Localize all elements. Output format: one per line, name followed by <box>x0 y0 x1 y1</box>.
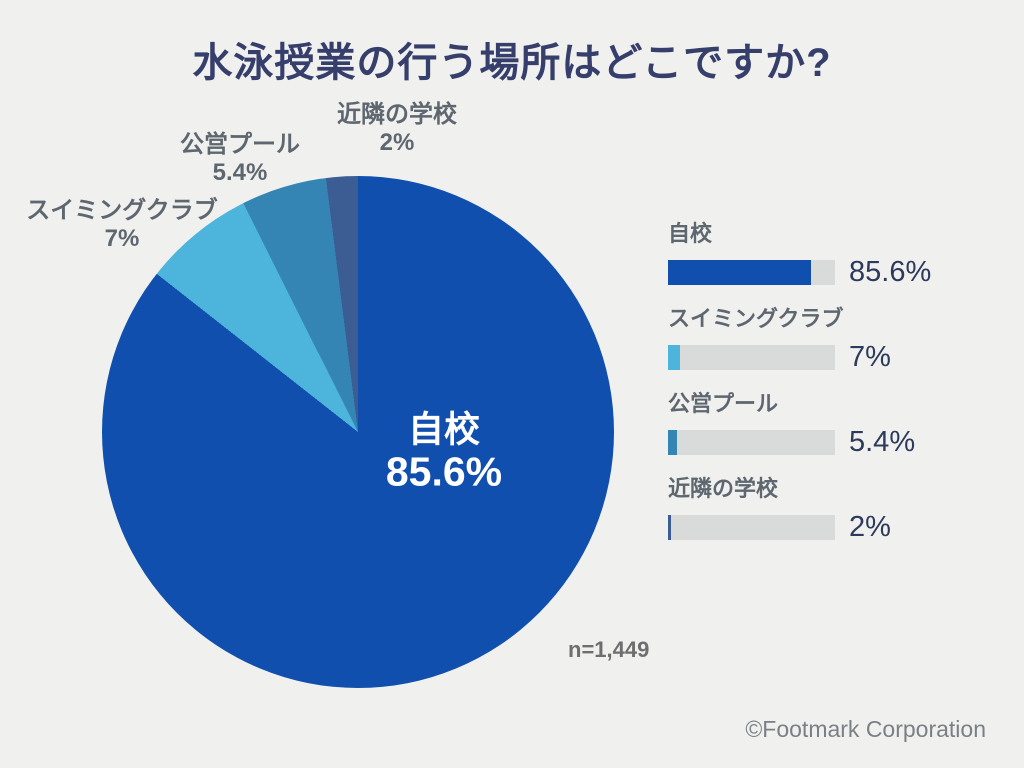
pie-callout-2: 公営プール 5.4% <box>130 131 350 186</box>
legend-bar-track <box>668 260 835 285</box>
legend-value: 2% <box>849 511 891 543</box>
legend-bar-line: 5.4% <box>668 428 1008 457</box>
legend-value: 5.4% <box>849 426 916 458</box>
legend-bar-fill <box>668 345 680 370</box>
legend-label: スイミングクラブ <box>668 306 844 331</box>
legend-bar-fill <box>668 430 678 455</box>
pie-callout-value: 7% <box>104 224 140 252</box>
pie-callout-value: 5.4% <box>212 158 268 186</box>
legend-bar-track <box>668 345 835 370</box>
legend-bar-line: 85.6% <box>668 258 1008 287</box>
legend-bar-line: 7% <box>668 343 1008 372</box>
legend-row: スイミングクラブ 7% <box>668 307 1008 372</box>
pie-callout-3: 近隣の学校 2% <box>287 101 507 156</box>
pie-callout-category: 近隣の学校 <box>337 101 457 128</box>
pie-callout-category: スイミングクラブ <box>26 197 218 224</box>
legend-value: 85.6% <box>849 256 932 288</box>
legend-bar-track <box>668 430 835 455</box>
legend-label: 自校 <box>668 221 713 246</box>
pie-center-category: 自校 <box>407 408 481 450</box>
pie-center-value: 85.6% <box>385 448 503 495</box>
pie-center-label: 自校 85.6% <box>386 410 502 495</box>
legend-label: 公営プール <box>668 391 779 416</box>
chart-title: 水泳授業の行う場所はどこですか? <box>192 41 832 85</box>
legend-bar-fill <box>668 515 672 540</box>
pie-callout-category: 公営プール <box>180 131 300 158</box>
legend-bar-fill <box>668 260 811 285</box>
sample-size-label: n=1,449 <box>568 637 650 662</box>
legend-row: 自校 85.6% <box>668 222 1008 287</box>
legend: 自校 85.6% スイミングクラブ 7% 公営プール 5.4% 近隣の学校 2% <box>668 222 1008 562</box>
pie-callout-value: 2% <box>379 128 415 156</box>
legend-label: 近隣の学校 <box>668 476 779 501</box>
legend-value: 7% <box>849 341 891 373</box>
legend-bar-line: 2% <box>668 513 1008 542</box>
copyright-text: ©Footmark Corporation <box>745 716 986 742</box>
pie-callout-1: スイミングクラブ 7% <box>12 197 232 252</box>
pie-chart: 自校 85.6% <box>102 176 614 688</box>
legend-bar-track <box>668 515 835 540</box>
legend-row: 近隣の学校 2% <box>668 477 1008 542</box>
legend-row: 公営プール 5.4% <box>668 392 1008 457</box>
